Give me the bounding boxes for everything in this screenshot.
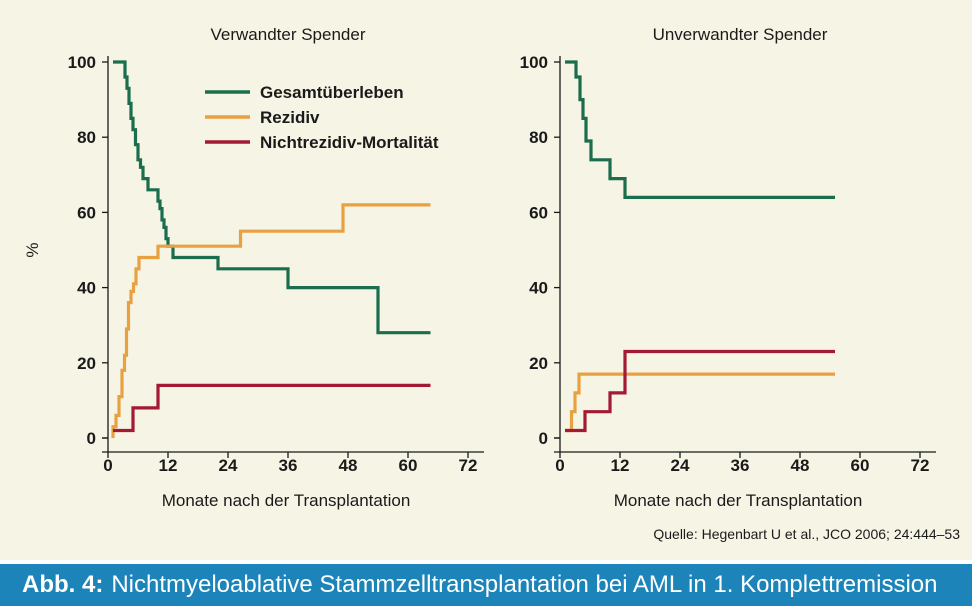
chart-panel-2: Unverwandter Spender 0 20 40 60 80 100 0 12 24 36 4… [520,25,936,510]
x-tick-label: 48 [791,456,810,475]
series-line-1 [565,60,835,199]
x-tick-label: 0 [555,456,564,475]
x-tick-label: 48 [339,456,358,475]
y-tick-label: 40 [77,279,96,298]
y-tick-label: 20 [77,354,96,373]
chart-panel-1: Verwandter Spender 0 20 40 60 80 100 0 12 24 36 48 6… [23,25,484,510]
y-tick-label: 60 [77,203,96,222]
x-tick-label: 12 [611,456,630,475]
legend-label: Nichtrezidiv-Mortalität [260,133,439,152]
legend: Gesamtüberleben Rezidiv Nichtrezidiv-Morta… [205,83,439,152]
y-tick-label: 0 [539,429,548,448]
source-note: Quelle: Hegenbart U et al., JCO 2006; 24… [653,526,960,542]
y-tick-label: 80 [529,128,548,147]
series-line-3 [113,383,431,433]
legend-label: Gesamtüberleben [260,83,404,102]
figure-caption: Abb. 4: Nichtmyeloablative Stammzelltran… [0,560,972,606]
y-tick-label: 100 [68,53,96,72]
x-tick-label: 24 [219,456,238,475]
x-axis-label: Monate nach der Transplantation [162,491,411,510]
series-line-2 [565,372,835,433]
series-line-3 [565,349,835,433]
x-tick-label: 24 [671,456,690,475]
x-tick-label: 12 [159,456,178,475]
y-tick-label: 60 [529,203,548,222]
series-line-1 [113,60,431,335]
x-tick-label: 0 [103,456,112,475]
chart-title: Unverwandter Spender [653,25,828,44]
caption-text: Nichtmyeloablative Stammzelltransplantat… [111,571,938,598]
y-tick-label: 80 [77,128,96,147]
x-tick-label: 60 [851,456,870,475]
y-tick-label: 20 [529,354,548,373]
x-tick-label: 60 [399,456,418,475]
x-tick-label: 72 [459,456,478,475]
y-tick-label: 0 [87,429,96,448]
y-axis-label: % [23,242,42,257]
y-tick-label: 100 [520,53,548,72]
x-axis-label: Monate nach der Transplantation [614,491,863,510]
x-tick-label: 36 [279,456,298,475]
series-line-2 [111,203,431,438]
survival-figure: Verwandter Spender 0 20 40 60 80 100 0 12 24 36 48 6… [23,25,936,510]
legend-label: Rezidiv [260,108,320,127]
chart-title: Verwandter Spender [211,25,366,44]
y-tick-label: 40 [529,279,548,298]
x-tick-label: 36 [731,456,750,475]
caption-label: Abb. 4: [22,571,104,598]
x-tick-label: 72 [911,456,930,475]
